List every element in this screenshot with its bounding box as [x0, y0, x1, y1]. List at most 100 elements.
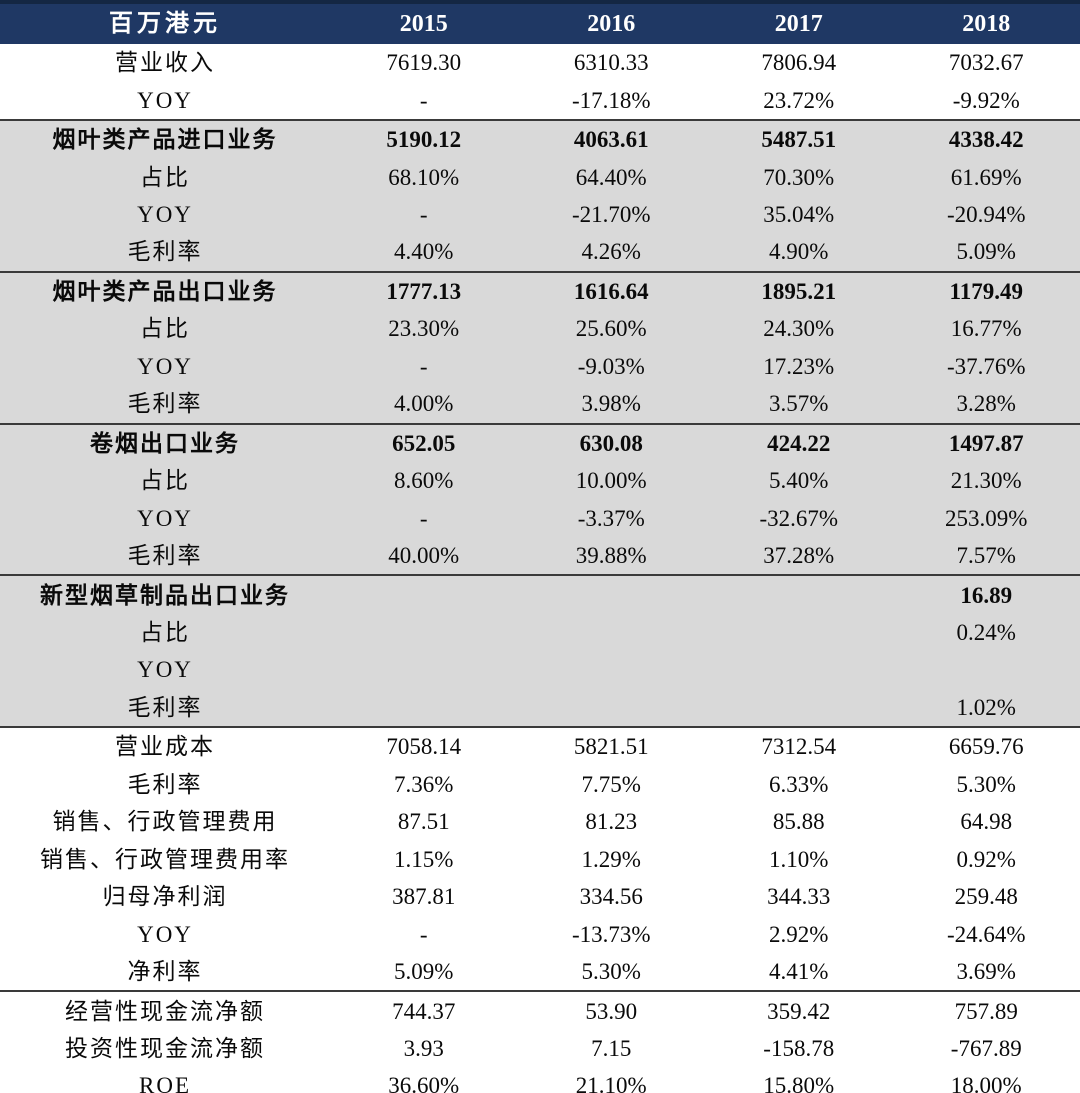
table-row: 占比 68.10% 64.40% 70.30% 61.69%	[0, 158, 1080, 196]
row-value: 6659.76	[948, 734, 1024, 760]
row-value: 5.09%	[956, 239, 1016, 265]
row-value: 3.98%	[581, 391, 641, 417]
row-value: 652.05	[392, 430, 456, 456]
row-value: 16.77%	[950, 316, 1022, 342]
row-value	[518, 576, 706, 613]
row-value: 3.69%	[956, 959, 1016, 985]
table-row: YOY - -9.03% 17.23% -37.76%	[0, 347, 1080, 386]
row-value: -	[419, 353, 428, 379]
row-value: 25.60%	[575, 316, 647, 342]
row-value: -767.89	[950, 1036, 1022, 1061]
row-value: 0.24%	[956, 620, 1016, 646]
row-value: 7312.54	[761, 734, 837, 760]
row-value: 81.23	[585, 809, 638, 835]
row-value: -20.94%	[946, 202, 1026, 228]
row-value: 5.09%	[394, 959, 454, 985]
row-value: 5.30%	[581, 959, 641, 985]
header-cell-year-2018: 2018	[962, 11, 1011, 37]
row-value: 5190.12	[386, 127, 462, 153]
row-value	[518, 651, 706, 688]
row-value: 3.28%	[956, 391, 1016, 417]
row-value: 259.48	[954, 884, 1018, 910]
row-value: -17.18%	[571, 87, 651, 113]
row-value: 1.29%	[581, 846, 641, 872]
row-value: 85.88	[772, 809, 825, 835]
row-value: 5487.51	[761, 127, 837, 153]
row-label: 毛利率	[127, 694, 203, 720]
header-cell-year-2017: 2017	[774, 11, 823, 37]
row-value: 253.09%	[945, 505, 1028, 531]
row-value: 3.93	[403, 1036, 444, 1061]
row-value: 630.08	[579, 430, 643, 456]
row-value: 1895.21	[761, 278, 837, 304]
table-row: YOY - -3.37% -32.67% 253.09%	[0, 499, 1080, 537]
row-value: -21.70%	[571, 202, 651, 228]
row-value: 424.22	[767, 430, 831, 456]
row-value: 7.36%	[394, 771, 454, 797]
table-row: ROE 36.60% 21.10% 15.80% 18.00%	[0, 1067, 1080, 1093]
row-label: 占比	[140, 468, 190, 494]
row-value	[705, 614, 893, 651]
row-label: ROE	[139, 1073, 191, 1093]
table-row: 销售、行政管理费用 87.51 81.23 85.88 64.98	[0, 803, 1080, 841]
row-value: 7806.94	[761, 50, 837, 76]
row-value: 4338.42	[948, 127, 1024, 153]
row-value: 64.40%	[575, 164, 647, 190]
row-value: 1616.64	[573, 278, 649, 304]
row-value: 7619.30	[386, 50, 462, 76]
table-row: 烟叶类产品进口业务 5190.12 4063.61 5487.51 4338.42	[0, 118, 1080, 159]
row-value: 7.15	[591, 1036, 632, 1061]
row-value	[518, 689, 706, 726]
row-value: -	[419, 921, 428, 947]
row-value: -158.78	[763, 1036, 835, 1061]
row-value: 35.04%	[763, 202, 835, 228]
row-value: 344.33	[767, 884, 831, 910]
table-row: 占比 0.24%	[0, 613, 1080, 652]
row-value: -	[419, 202, 428, 228]
row-label: 烟叶类产品出口业务	[52, 278, 278, 304]
row-value	[705, 576, 893, 613]
row-value: 1777.13	[386, 278, 462, 304]
row-value: -9.92%	[952, 87, 1020, 113]
row-label: 卷烟出口业务	[90, 430, 240, 456]
row-value: 334.56	[579, 884, 643, 910]
row-label: YOY	[137, 921, 193, 947]
row-value	[330, 651, 518, 688]
row-value: -37.76%	[946, 353, 1026, 379]
row-label: 毛利率	[127, 771, 203, 797]
row-label: 净利率	[127, 959, 203, 985]
row-value: 2.92%	[769, 921, 829, 947]
row-value: 4.90%	[769, 239, 829, 265]
table-row: 烟叶类产品出口业务 1777.13 1616.64 1895.21 1179.49	[0, 270, 1080, 311]
table-row: YOY - -13.73% 2.92% -24.64%	[0, 915, 1080, 953]
row-value: 68.10%	[388, 164, 460, 190]
row-value: 5.30%	[956, 771, 1016, 797]
row-value: 70.30%	[763, 164, 835, 190]
row-value: 23.72%	[763, 87, 835, 113]
row-value: 4.40%	[394, 239, 454, 265]
row-value: -13.73%	[571, 921, 651, 947]
row-value: -9.03%	[577, 353, 645, 379]
row-value: 17.23%	[763, 353, 835, 379]
row-value: 7.57%	[956, 543, 1016, 569]
row-value	[330, 614, 518, 651]
row-value: 40.00%	[388, 543, 460, 569]
row-label: 烟叶类产品进口业务	[52, 127, 278, 153]
row-label: 占比	[140, 620, 190, 646]
row-value: 4.26%	[581, 239, 641, 265]
table-row: YOY - -21.70% 35.04% -20.94%	[0, 195, 1080, 234]
table-body: 营业收入 7619.30 6310.33 7806.94 7032.67 YOY - -17.…	[0, 44, 1080, 1093]
row-value: 1179.49	[949, 278, 1023, 304]
row-label: 占比	[140, 164, 190, 190]
header-cell-year-2015: 2015	[399, 11, 448, 37]
row-value: 7032.67	[948, 50, 1024, 76]
row-label: YOY	[137, 87, 193, 113]
row-value: 387.81	[392, 884, 456, 910]
row-value: -32.67%	[759, 505, 839, 531]
row-value: -	[419, 505, 428, 531]
row-value: 744.37	[392, 998, 456, 1024]
table-row: YOY - -17.18% 23.72% -9.92%	[0, 81, 1080, 119]
row-label: 投资性现金流净额	[65, 1036, 265, 1061]
row-value: 5821.51	[573, 734, 649, 760]
row-label: YOY	[137, 353, 193, 379]
